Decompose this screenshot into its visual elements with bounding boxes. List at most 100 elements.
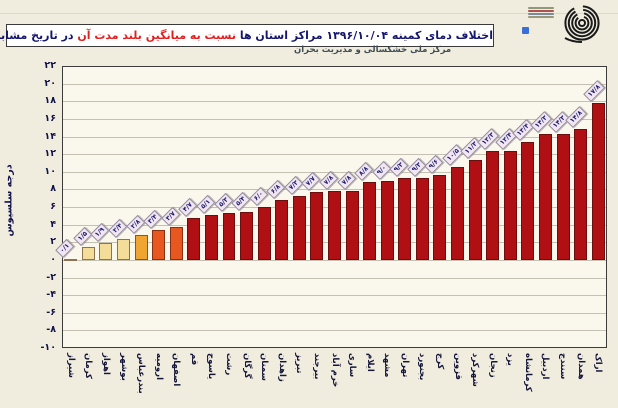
x-axis-city-label: یاسوج bbox=[206, 353, 217, 380]
x-axis-city-label: اردبیل bbox=[540, 353, 551, 380]
bar-گرگان bbox=[240, 212, 254, 260]
bar-شهرکرد bbox=[468, 160, 482, 260]
bar-بجنورد bbox=[415, 177, 429, 260]
x-axis-city-label: شیراز bbox=[65, 353, 76, 378]
y-axis-tick-label: ۱۲ bbox=[44, 148, 56, 160]
y-axis-tick-label: ۱۸ bbox=[44, 95, 56, 107]
small-blue-badge bbox=[522, 27, 529, 34]
gridline bbox=[63, 189, 606, 190]
x-axis-city-label: تبریز bbox=[294, 353, 305, 374]
bar-رشت bbox=[222, 213, 236, 260]
y-axis-tick-label: ۶ bbox=[50, 201, 56, 212]
y-axis-tick-label: ۰ bbox=[50, 253, 56, 265]
y-axis-tick-label: -۲ bbox=[46, 271, 56, 283]
x-axis-city-label: رشت bbox=[224, 353, 235, 376]
title-part-1: اختلاف دمای کمینه ۱۳۹۶/۱۰/۰۴ مراکز استان… bbox=[236, 29, 493, 42]
bar-ایلام bbox=[363, 182, 377, 260]
x-axis-city-label: یزد bbox=[505, 353, 516, 366]
gridline bbox=[63, 330, 606, 331]
x-axis-city-label: شهرکرد bbox=[470, 353, 481, 387]
chart-title: اختلاف دمای کمینه ۱۳۹۶/۱۰/۰۴ مراکز استان… bbox=[0, 24, 494, 47]
bar-بندرعباس bbox=[134, 235, 148, 260]
fingerprint-spiral-icon bbox=[564, 5, 600, 43]
gridline bbox=[63, 313, 606, 314]
x-axis-city-label: سنندج bbox=[558, 353, 569, 380]
x-axis-city-label: کرمانشاه bbox=[522, 353, 533, 392]
x-axis-city-label: بجنورد bbox=[417, 353, 428, 381]
bar-اراک bbox=[591, 103, 605, 260]
bar-مشهد bbox=[380, 180, 394, 260]
bar-شیراز bbox=[64, 258, 78, 261]
y-axis-tick-label: ۱۶ bbox=[44, 112, 56, 124]
bar-ارومیه bbox=[152, 229, 166, 260]
x-axis-city-label: ارومیه bbox=[153, 353, 164, 380]
bar-بوشهر bbox=[117, 238, 130, 260]
x-axis-city-label: مشهد bbox=[382, 353, 393, 378]
x-axis-city-label: همدان bbox=[575, 353, 586, 380]
bar-کرمان bbox=[81, 246, 95, 260]
y-axis-tick-label: -۴ bbox=[46, 289, 56, 301]
x-axis-city-label: ساری bbox=[347, 353, 358, 378]
title-part-red: نسبت به میانگین بلند مدت آن bbox=[77, 29, 236, 42]
bar-بیرجند bbox=[310, 192, 324, 260]
y-axis-tick-label: -۱۰ bbox=[40, 342, 56, 353]
y-axis-tick-label: ۸ bbox=[50, 183, 56, 195]
y-axis-tick-label: -۶ bbox=[46, 306, 56, 318]
bar-ساری bbox=[345, 191, 359, 260]
y-axis-tick-label: ۲ bbox=[50, 236, 56, 248]
bar-کرمانشاه bbox=[521, 141, 535, 260]
x-axis-city-label: کرمان bbox=[83, 353, 94, 379]
x-axis-city-label: خرم آباد bbox=[329, 353, 340, 388]
gridline bbox=[63, 260, 606, 261]
bar-زنجان bbox=[486, 151, 500, 260]
bar-سنندج bbox=[556, 133, 570, 260]
bar-یاسوج bbox=[204, 214, 218, 260]
gridline bbox=[63, 154, 606, 155]
y-axis-tick-label: ۱۴ bbox=[44, 130, 56, 142]
x-axis-city-label: قم bbox=[188, 353, 199, 366]
gridline bbox=[63, 137, 606, 138]
x-axis-city-label: ایلام bbox=[364, 353, 375, 372]
x-axis-city-label: زنجان bbox=[487, 353, 498, 378]
x-axis-city-label: کرج bbox=[434, 353, 445, 370]
bar-اصفهان bbox=[169, 227, 183, 260]
x-axis-city-label: قزوین bbox=[452, 353, 463, 380]
bar-سمنان bbox=[257, 207, 271, 260]
x-axis-city-label: سمنان bbox=[259, 353, 270, 381]
bar-یزد bbox=[503, 150, 517, 260]
irimo-logo bbox=[522, 2, 612, 44]
bar-تهران bbox=[398, 177, 412, 260]
x-axis-city-label: اهواز bbox=[100, 353, 111, 375]
bar-کرج bbox=[433, 175, 447, 260]
bar-قزوین bbox=[451, 167, 465, 260]
y-axis-label: درجه سلسیوس bbox=[3, 164, 15, 237]
bar-همدان bbox=[574, 129, 588, 260]
y-axis-tick-label: ۱۰ bbox=[44, 165, 56, 177]
header-divider bbox=[0, 13, 618, 14]
y-axis-tick-label: -۸ bbox=[46, 324, 56, 336]
x-axis-city-label: بوشهر bbox=[118, 353, 129, 381]
x-axis-city-label: تهران bbox=[399, 353, 410, 378]
bar-خرم آباد bbox=[328, 191, 341, 260]
x-axis-city-label: بندرعباس bbox=[136, 353, 147, 394]
x-axis-city-label: بیرجند bbox=[311, 353, 322, 380]
bar-اهواز bbox=[99, 243, 113, 260]
gridline bbox=[63, 119, 606, 120]
x-axis-city-label: گرگان bbox=[241, 353, 252, 379]
x-axis-city-label: اراک bbox=[593, 353, 604, 373]
org-caption: مرکز ملی خشکسالی و مدیریت بحران bbox=[294, 45, 452, 55]
logo-fine-print bbox=[528, 6, 554, 19]
gridline bbox=[63, 278, 606, 279]
bar-زاهدان bbox=[275, 199, 289, 260]
y-axis-tick-label: ۴ bbox=[50, 218, 56, 230]
bar-اردبیل bbox=[538, 133, 552, 260]
bar-قم bbox=[187, 218, 201, 260]
gridline bbox=[63, 172, 606, 173]
gridline bbox=[63, 84, 606, 85]
x-axis-city-label: زاهدان bbox=[276, 353, 287, 382]
x-axis-city-label: اصفهان bbox=[171, 353, 182, 387]
gridline bbox=[63, 101, 606, 102]
y-axis-tick-label: ۲۲ bbox=[44, 60, 56, 71]
y-axis-tick-label: ۲۰ bbox=[44, 77, 56, 89]
